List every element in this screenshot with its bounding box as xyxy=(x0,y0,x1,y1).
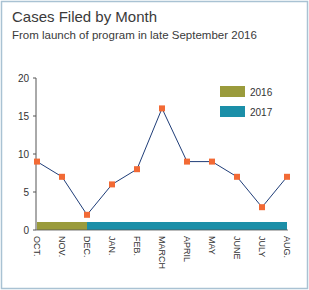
x-tick-label: APRIL xyxy=(182,236,192,262)
marker xyxy=(209,159,215,165)
legend-label: 2016 xyxy=(250,87,273,98)
y-tick-label: 10 xyxy=(18,149,30,160)
chart: Cases Filed by Month From launch of progr… xyxy=(0,0,309,290)
marker xyxy=(134,166,140,172)
y-tick xyxy=(33,192,36,193)
y-tick xyxy=(33,116,36,117)
marker xyxy=(109,181,115,187)
year-band xyxy=(87,222,287,230)
marker xyxy=(59,174,65,180)
x-tick-label: MAY xyxy=(207,236,217,255)
marker xyxy=(259,204,265,210)
x-axis xyxy=(36,230,288,231)
year-band xyxy=(37,222,87,230)
frame xyxy=(2,2,308,289)
x-tick-label: OCT. xyxy=(32,236,42,257)
x-tick-label: DEC. xyxy=(82,236,92,258)
y-tick xyxy=(33,230,36,231)
y-tick-label: 15 xyxy=(18,111,30,122)
y-tick-label: 0 xyxy=(23,225,29,236)
legend-label: 2017 xyxy=(250,107,273,118)
marker xyxy=(284,174,290,180)
legend-swatch xyxy=(220,106,245,117)
line xyxy=(37,108,287,214)
marker xyxy=(184,159,190,165)
title: Cases Filed by Month xyxy=(12,8,157,25)
y-tick-label: 5 xyxy=(23,187,29,198)
subtitle: From launch of program in late September… xyxy=(12,29,257,41)
marker xyxy=(34,159,40,165)
plot xyxy=(34,105,290,217)
x-tick-label: JUNE xyxy=(232,236,242,260)
marker xyxy=(159,105,165,111)
y-tick xyxy=(33,154,36,155)
marker xyxy=(84,212,90,218)
y-tick xyxy=(33,78,36,79)
legend-swatch xyxy=(220,86,245,97)
x-tick-label: JULY xyxy=(257,236,267,257)
x-tick-label: AUG. xyxy=(282,236,292,258)
x-tick-label: FEB. xyxy=(132,236,142,256)
y-tick-label: 20 xyxy=(18,73,30,84)
x-tick-label: NOV. xyxy=(57,236,67,257)
x-tick-label: MARCH xyxy=(157,236,167,269)
x-tick-label: JAN. xyxy=(107,236,117,256)
marker xyxy=(234,174,240,180)
